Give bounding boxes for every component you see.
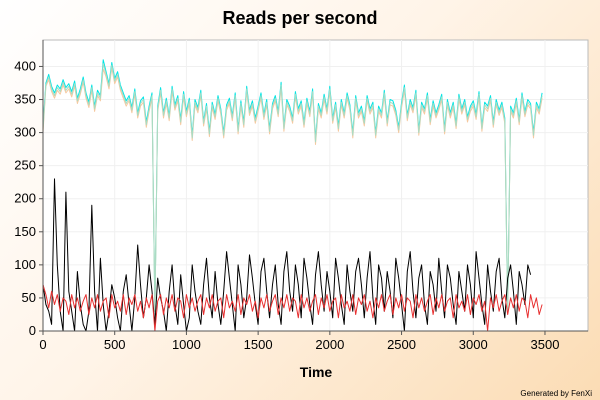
series-line-4 bbox=[42, 284, 543, 332]
y-tick-label: 400 bbox=[14, 58, 36, 73]
x-tick-label: 1000 bbox=[172, 337, 201, 352]
series-layer bbox=[42, 59, 543, 332]
x-tick-label: 2500 bbox=[387, 337, 416, 352]
y-tick-label: 300 bbox=[14, 125, 36, 140]
chart-title: Reads per second bbox=[222, 8, 377, 28]
x-tick-label: 3500 bbox=[531, 337, 560, 352]
y-tick-label: 50 bbox=[22, 290, 36, 305]
axes: 0 50 100 150 200 250 300 350 400 0 500 1000 1500 2000… bbox=[14, 40, 588, 352]
x-tick-label: 3000 bbox=[459, 337, 488, 352]
x-tick-label: 500 bbox=[104, 337, 126, 352]
series-line-2 bbox=[42, 63, 543, 312]
credit-text: Generated by FenXi bbox=[520, 389, 592, 398]
x-tick-label: 2000 bbox=[315, 337, 344, 352]
y-tick-label: 100 bbox=[14, 257, 36, 272]
series-line-3 bbox=[42, 178, 532, 332]
y-tick-label: 0 bbox=[29, 323, 36, 338]
y-tick-label: 200 bbox=[14, 191, 36, 206]
x-tick-label: 1500 bbox=[244, 337, 273, 352]
y-tick-label: 350 bbox=[14, 92, 36, 107]
y-tick-label: 150 bbox=[14, 224, 36, 239]
x-axis-label: Time bbox=[300, 364, 333, 380]
x-tick-label: 0 bbox=[39, 337, 46, 352]
y-tick-label: 250 bbox=[14, 158, 36, 173]
